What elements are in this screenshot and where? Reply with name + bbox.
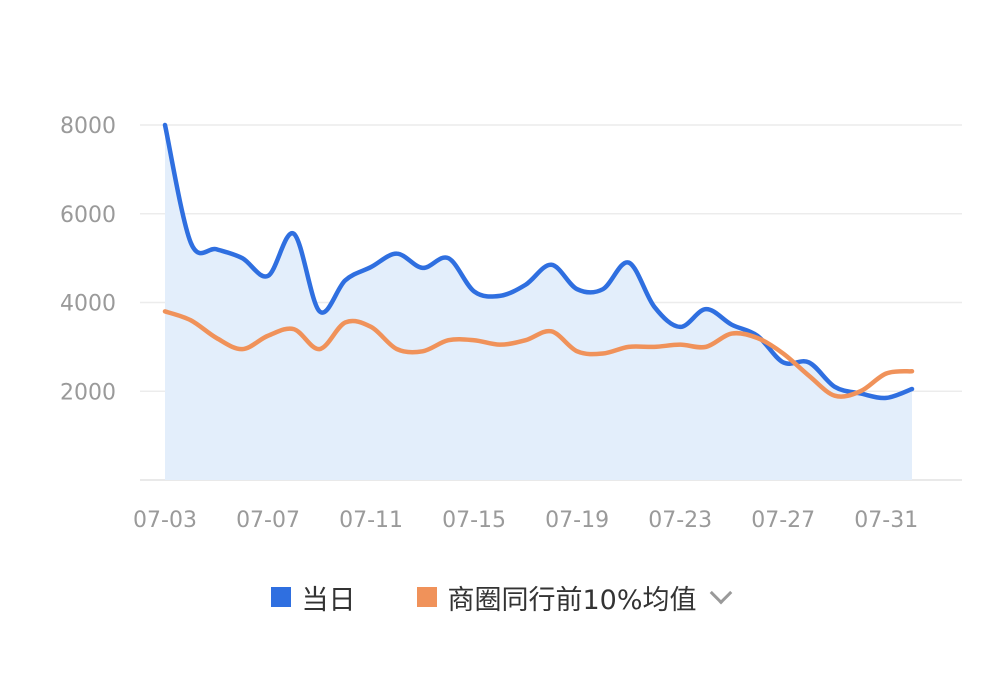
series-area-0 <box>165 125 912 480</box>
x-tick-label: 07-07 <box>236 508 300 533</box>
chevron-down-icon[interactable] <box>709 581 732 605</box>
legend-label-today: 当日 <box>301 584 356 616</box>
x-tick-label: 07-27 <box>751 508 815 533</box>
y-tick-label: 4000 <box>60 292 116 317</box>
legend: 当日 商圈同行前10%均值 <box>0 575 1000 619</box>
x-tick-label: 07-19 <box>545 508 609 533</box>
x-tick-label: 07-15 <box>442 508 506 533</box>
plot-area <box>162 122 915 480</box>
x-tick-label: 07-11 <box>339 508 403 533</box>
y-tick-label: 2000 <box>60 380 116 405</box>
x-tick-label: 07-03 <box>133 508 197 533</box>
legend-item-today[interactable]: 当日 <box>271 578 355 617</box>
x-tick-label: 07-31 <box>854 508 918 533</box>
y-tick-label: 6000 <box>60 203 116 228</box>
series-line-1 <box>162 309 915 399</box>
legend-swatch-peer-top10 <box>417 587 438 607</box>
legend-label-peer-top10: 商圈同行前10%均值 <box>447 584 697 616</box>
x-axis: 07-03 07-07 07-11 07-15 07-19 07-23 07-27 07-31 <box>133 508 918 533</box>
legend-item-peer-top10[interactable]: 商圈同行前10%均值 <box>417 578 732 617</box>
x-tick-label: 07-23 <box>648 508 712 533</box>
legend-swatch-today <box>271 587 292 607</box>
y-axis: 2000 4000 6000 8000 <box>60 114 116 405</box>
series-line-0 <box>162 122 915 401</box>
y-tick-label: 8000 <box>60 114 116 139</box>
